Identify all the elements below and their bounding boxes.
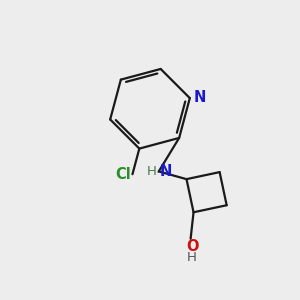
Text: N: N <box>194 90 206 105</box>
Text: O: O <box>186 239 198 254</box>
Text: N: N <box>159 164 172 179</box>
Text: H: H <box>146 165 156 178</box>
Text: Cl: Cl <box>115 167 131 182</box>
Text: H: H <box>187 250 197 263</box>
